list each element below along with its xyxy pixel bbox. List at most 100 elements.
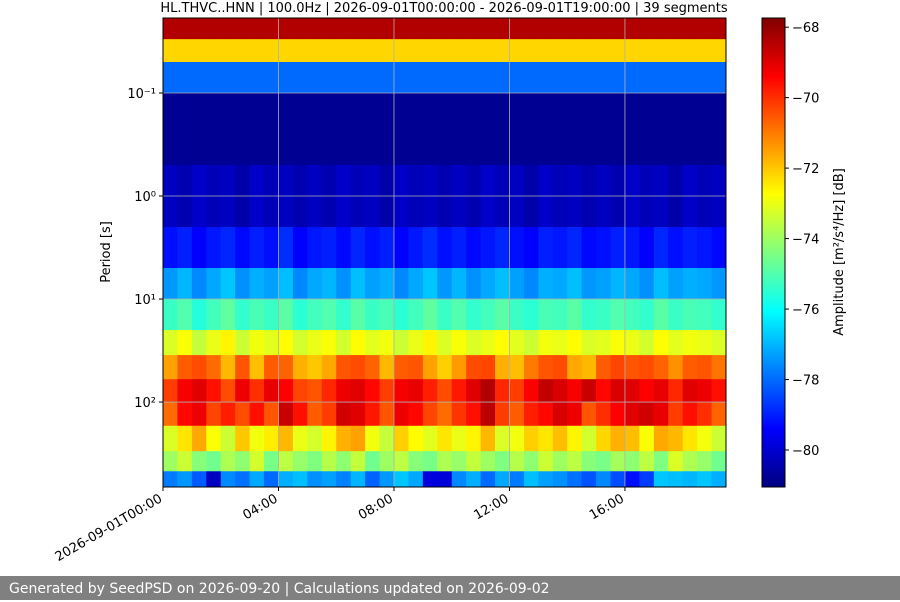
heatmap-cell bbox=[278, 425, 294, 452]
heatmap-cell bbox=[610, 61, 626, 94]
heatmap-cell bbox=[163, 425, 178, 452]
heatmap-cell bbox=[206, 451, 222, 472]
heatmap-cell bbox=[408, 402, 424, 427]
heatmap-cell bbox=[163, 39, 178, 63]
heatmap-cell bbox=[264, 425, 279, 452]
heatmap-cell bbox=[235, 39, 251, 63]
heatmap-cell bbox=[466, 227, 482, 269]
heatmap-cell bbox=[668, 471, 684, 488]
heatmap-cell bbox=[321, 330, 337, 356]
colorbar-tick-label: −68 bbox=[792, 21, 819, 36]
heatmap-cell bbox=[495, 227, 510, 269]
heatmap-cell bbox=[653, 268, 669, 300]
heatmap-cell bbox=[292, 93, 308, 166]
heatmap-cell bbox=[596, 268, 612, 300]
heatmap-cell bbox=[249, 299, 265, 331]
heatmap-cell bbox=[682, 471, 698, 488]
heatmap-cell bbox=[653, 379, 669, 403]
heatmap-cell bbox=[581, 227, 597, 269]
heatmap-cell bbox=[552, 379, 568, 403]
heatmap-cell bbox=[466, 330, 482, 356]
heatmap-cell bbox=[509, 355, 525, 380]
heatmap-cell bbox=[206, 61, 222, 94]
heatmap-cell bbox=[220, 39, 236, 63]
heatmap-cell bbox=[697, 18, 713, 40]
heatmap-cell bbox=[495, 330, 510, 356]
heatmap-cell bbox=[249, 355, 265, 380]
heatmap-cell bbox=[163, 402, 178, 427]
heatmap-cell bbox=[451, 299, 467, 331]
heatmap-cell bbox=[177, 451, 193, 472]
heatmap-cell bbox=[163, 471, 178, 488]
heatmap-cell bbox=[624, 471, 640, 488]
heatmap-cell bbox=[466, 93, 482, 166]
heatmap-cell bbox=[249, 268, 265, 300]
heatmap-cell bbox=[163, 355, 178, 380]
heatmap-cell bbox=[466, 355, 482, 380]
heatmap-cell bbox=[220, 61, 236, 94]
heatmap-cell bbox=[235, 379, 251, 403]
heatmap-cell bbox=[278, 330, 294, 356]
heatmap-cell bbox=[624, 425, 640, 452]
heatmap-cell bbox=[466, 451, 482, 472]
heatmap-cell bbox=[307, 471, 323, 488]
heatmap-cell bbox=[639, 39, 655, 63]
heatmap-cell bbox=[466, 425, 482, 452]
heatmap-cell bbox=[206, 268, 222, 300]
heatmap-cell bbox=[480, 330, 496, 356]
heatmap-cell bbox=[668, 330, 684, 356]
heatmap-cell bbox=[365, 18, 381, 40]
heatmap-cell bbox=[567, 402, 583, 427]
x-tick-label: 12:00 bbox=[472, 491, 512, 523]
heatmap-cell bbox=[653, 425, 669, 452]
heatmap-cell bbox=[220, 425, 236, 452]
heatmap-cell bbox=[538, 402, 554, 427]
heatmap-cell bbox=[509, 425, 525, 452]
heatmap-cell bbox=[365, 39, 381, 63]
heatmap-cell bbox=[422, 18, 438, 40]
heatmap-cell bbox=[336, 268, 352, 300]
heatmap-cell bbox=[495, 18, 510, 40]
heatmap-cell bbox=[682, 39, 698, 63]
heatmap-cell bbox=[581, 451, 597, 472]
heatmap-cell bbox=[191, 402, 207, 427]
heatmap-cell bbox=[581, 268, 597, 300]
heatmap-cell bbox=[466, 268, 482, 300]
heatmap-cell bbox=[538, 18, 554, 40]
heatmap-cell bbox=[668, 299, 684, 331]
heatmap-cell bbox=[379, 18, 395, 40]
heatmap-cell bbox=[596, 355, 612, 380]
heatmap-cell bbox=[292, 61, 308, 94]
heatmap-cell bbox=[408, 299, 424, 331]
heatmap-cell bbox=[422, 402, 438, 427]
heatmap-cell bbox=[509, 39, 525, 63]
heatmap-cell bbox=[639, 379, 655, 403]
heatmap-cell bbox=[639, 425, 655, 452]
heatmap-cell bbox=[480, 227, 496, 269]
heatmap-cell bbox=[292, 471, 308, 488]
heatmap-cell bbox=[567, 330, 583, 356]
heatmap-cell bbox=[365, 402, 381, 427]
heatmap-cell bbox=[220, 93, 236, 166]
heatmap-cell bbox=[624, 227, 640, 269]
heatmap-cell bbox=[235, 268, 251, 300]
heatmap-cell bbox=[711, 471, 727, 488]
heatmap-cell bbox=[206, 18, 222, 40]
heatmap-cell bbox=[379, 299, 395, 331]
heatmap-cell bbox=[408, 61, 424, 94]
heatmap-cell bbox=[191, 268, 207, 300]
heatmap-cell bbox=[523, 227, 539, 269]
heatmap-cell bbox=[177, 425, 193, 452]
heatmap-cell bbox=[639, 299, 655, 331]
heatmap-cell bbox=[336, 299, 352, 331]
heatmap-cell bbox=[653, 227, 669, 269]
heatmap-cell bbox=[307, 402, 323, 427]
heatmap-cell bbox=[451, 402, 467, 427]
heatmap-cell bbox=[408, 18, 424, 40]
heatmap-cell bbox=[697, 330, 713, 356]
heatmap-cell bbox=[235, 61, 251, 94]
heatmap-cell bbox=[552, 355, 568, 380]
heatmap-cell bbox=[653, 330, 669, 356]
heatmap-cell bbox=[177, 39, 193, 63]
heatmap-cell bbox=[552, 227, 568, 269]
